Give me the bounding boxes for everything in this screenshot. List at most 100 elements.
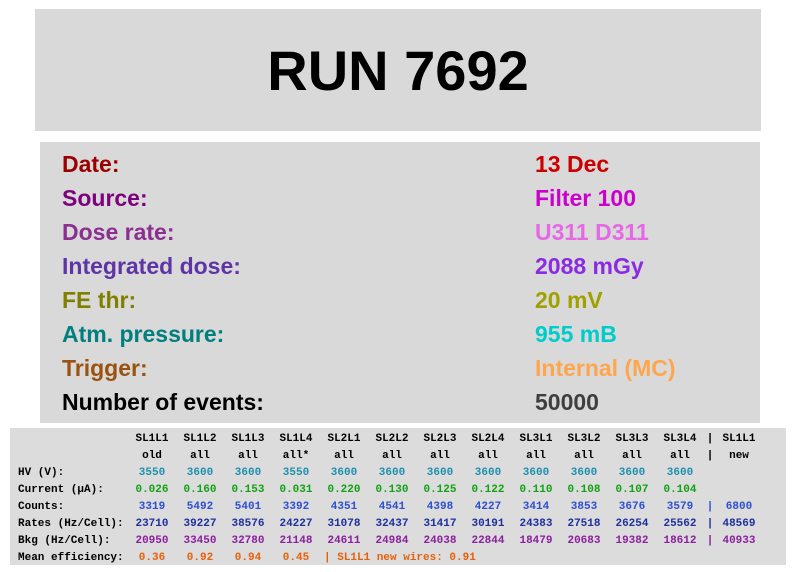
table-status-row: old all all all* all all all all all all…	[12, 447, 762, 464]
row-separator	[704, 481, 716, 498]
extra-data-cell: 6800	[725, 500, 753, 513]
data-cell: 3600	[522, 466, 550, 479]
status-cell: all	[238, 449, 258, 462]
status-cell: all	[670, 449, 690, 462]
data-cell: 31417	[423, 517, 457, 530]
data-cell: 0.36	[138, 551, 166, 564]
column-separator: |	[706, 432, 714, 445]
data-cell: 20950	[135, 534, 169, 547]
status-cell: all	[478, 449, 498, 462]
data-cell: 3600	[234, 466, 262, 479]
status-cell: all*	[282, 449, 310, 462]
data-cell: 0.104	[663, 483, 697, 496]
data-cell: 0.94	[234, 551, 262, 564]
info-row-event-count: Number of events: 50000	[40, 385, 760, 419]
dose-rate-label: Dose rate:	[62, 219, 175, 245]
data-cell: 20683	[567, 534, 601, 547]
column-header: SL3L1	[519, 432, 553, 445]
fe-thr-label: FE thr:	[62, 287, 137, 313]
row-label: Mean efficiency:	[18, 551, 124, 564]
data-cell: 3579	[666, 500, 694, 513]
title-panel: RUN 7692	[35, 9, 761, 131]
data-cell: 3414	[522, 500, 550, 513]
data-cell: 30191	[471, 517, 505, 530]
data-cell: 0.220	[327, 483, 361, 496]
data-cell: 0.107	[615, 483, 649, 496]
date-label: Date:	[62, 151, 120, 177]
data-cell: 22844	[471, 534, 505, 547]
extra-data-cell	[716, 464, 762, 481]
source-value: Filter 100	[535, 185, 636, 211]
column-header: SL3L2	[567, 432, 601, 445]
extra-status-cell: new	[729, 449, 749, 462]
data-cell: 4398	[426, 500, 454, 513]
source-label: Source:	[62, 185, 148, 211]
data-cell: 3600	[474, 466, 502, 479]
data-cell: 0.110	[519, 483, 553, 496]
column-header: SL1L1	[135, 432, 169, 445]
data-cell: 0.026	[135, 483, 169, 496]
data-cell: 4351	[330, 500, 358, 513]
row-separator: |	[706, 517, 714, 530]
data-cell: 3853	[570, 500, 598, 513]
data-cell: 3600	[426, 466, 454, 479]
row-label: Rates (Hz/Cell):	[18, 517, 124, 530]
data-cell: 0.153	[231, 483, 265, 496]
trigger-value: Internal (MC)	[535, 355, 676, 381]
row-label: HV (V):	[18, 466, 65, 479]
info-row-dose-rate: Dose rate: U311 D311	[40, 215, 760, 249]
data-cell: 33450	[183, 534, 217, 547]
data-cell: 4227	[474, 500, 502, 513]
page-title: RUN 7692	[267, 38, 529, 102]
row-label: Current (µA):	[18, 483, 104, 496]
status-cell: all	[622, 449, 642, 462]
data-cell: 0.031	[279, 483, 313, 496]
atm-pressure-value: 955 mB	[535, 321, 617, 347]
data-cell: 18479	[519, 534, 553, 547]
row-separator	[704, 464, 716, 481]
data-cell: 3676	[618, 500, 646, 513]
data-cell: 0.92	[186, 551, 214, 564]
data-cell: 3392	[282, 500, 310, 513]
data-cell: 38576	[231, 517, 265, 530]
data-cell: 0.130	[375, 483, 409, 496]
table-row-bkg: Bkg (Hz/Cell): 20950 33450 32780 21148 2…	[12, 532, 762, 549]
data-cell: 3550	[138, 466, 166, 479]
row-separator: |	[706, 500, 714, 513]
data-cell: 24383	[519, 517, 553, 530]
status-separator: |	[706, 449, 714, 462]
column-header: SL2L4	[471, 432, 505, 445]
data-cell: 0.122	[471, 483, 505, 496]
data-cell: 23710	[135, 517, 169, 530]
data-cell: 24227	[279, 517, 313, 530]
status-cell: all	[526, 449, 546, 462]
data-cell: 27518	[567, 517, 601, 530]
data-cell: 31078	[327, 517, 361, 530]
integrated-dose-value: 2088 mGy	[535, 253, 644, 279]
integrated-dose-label: Integrated dose:	[62, 253, 241, 279]
status-cell: all	[190, 449, 210, 462]
data-cell: 24038	[423, 534, 457, 547]
column-header: SL1L3	[231, 432, 265, 445]
data-cell: 19382	[615, 534, 649, 547]
status-cell: all	[382, 449, 402, 462]
table-row-counts: Counts: 3319 5492 5401 3392 4351 4541 43…	[12, 498, 762, 515]
data-cell: 39227	[183, 517, 217, 530]
run-info-panel: Date: 13 Dec Source: Filter 100 Dose rat…	[40, 142, 760, 423]
column-header: SL2L2	[375, 432, 409, 445]
data-cell: 21148	[279, 534, 313, 547]
data-cell: 0.108	[567, 483, 601, 496]
info-row-date: Date: 13 Dec	[40, 147, 760, 181]
data-cell: 18612	[663, 534, 697, 547]
column-header: SL3L3	[615, 432, 649, 445]
status-row-label-cell	[12, 447, 128, 464]
data-cell: 5401	[234, 500, 262, 513]
table-corner-cell	[12, 430, 128, 447]
info-row-trigger: Trigger: Internal (MC)	[40, 351, 760, 385]
data-cell: 3319	[138, 500, 166, 513]
status-cell: all	[430, 449, 450, 462]
layer-stats-panel: SL1L1 SL1L2 SL1L3 SL1L4 SL2L1 SL2L2 SL2L…	[10, 428, 786, 565]
data-cell: 5492	[186, 500, 214, 513]
status-cell: all	[334, 449, 354, 462]
data-cell: 0.45	[282, 551, 310, 564]
